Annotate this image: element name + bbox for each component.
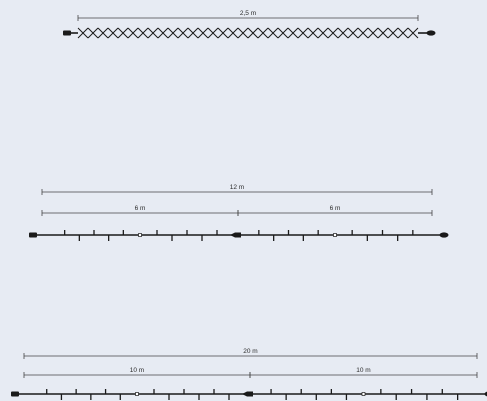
cross-wire xyxy=(257,27,269,39)
cross-wire xyxy=(227,27,239,39)
cross-wire xyxy=(97,27,109,39)
cross-wire xyxy=(107,27,119,39)
end-cap-icon xyxy=(426,30,436,36)
cross-wire xyxy=(247,27,259,39)
plug-connector-icon xyxy=(11,391,19,397)
cross-wire xyxy=(397,27,409,39)
cross-wire xyxy=(187,27,199,39)
cross-wire xyxy=(127,27,139,39)
wire-joint xyxy=(135,392,139,396)
cross-wire xyxy=(147,27,159,39)
cross-wire xyxy=(407,27,419,39)
segment-connector-icon xyxy=(230,232,241,238)
cross-wire xyxy=(277,27,289,39)
wire-joint xyxy=(138,233,142,237)
plug-connector-icon xyxy=(63,30,71,36)
string-diagram-2: 20 m 10 m 10 m xyxy=(11,348,487,400)
cross-wire xyxy=(377,27,389,39)
end-cap-icon xyxy=(439,232,449,238)
cross-wire xyxy=(367,27,379,39)
cross-wire xyxy=(117,27,129,39)
cross-wire xyxy=(267,27,279,39)
segment-dimension-1-label: 10 m xyxy=(130,367,144,374)
cross-wire xyxy=(307,27,319,39)
segment-dimension-1-label: 6 m xyxy=(135,205,146,212)
end-cap-icon xyxy=(484,391,487,397)
segment-dimension-2-label: 6 m xyxy=(330,205,341,212)
cross-wire xyxy=(287,27,299,39)
cross-wire xyxy=(217,27,229,39)
cross-wire xyxy=(357,27,369,39)
cross-wire xyxy=(317,27,329,39)
segment-dimension-2-label: 10 m xyxy=(356,367,370,374)
cross-wire xyxy=(387,27,399,39)
cross-wire xyxy=(347,27,359,39)
cross-wire xyxy=(237,27,249,39)
cross-wire xyxy=(167,27,179,39)
cross-wire xyxy=(207,27,219,39)
cross-wire xyxy=(137,27,149,39)
wire-joint xyxy=(361,392,366,396)
cross-wire xyxy=(327,27,339,39)
total-dimension-label: 20 m xyxy=(243,348,257,355)
cross-wire xyxy=(197,27,209,39)
string-diagram-1: 12 m 6 m 6 m xyxy=(29,184,449,241)
wire-joint xyxy=(333,233,337,237)
cross-wire xyxy=(177,27,189,39)
segment-connector-icon xyxy=(242,391,253,397)
plug-connector-icon xyxy=(29,232,37,238)
cross-wire xyxy=(77,27,89,39)
total-dimension-label: 12 m xyxy=(230,184,244,191)
total-dimension-label: 2,5 m xyxy=(240,10,256,17)
cross-wire xyxy=(157,27,169,39)
cross-wire xyxy=(87,27,99,39)
cross-wire xyxy=(337,27,349,39)
cross-wire xyxy=(297,27,309,39)
string-diagram-2-5m: 2,5 m xyxy=(63,10,436,39)
